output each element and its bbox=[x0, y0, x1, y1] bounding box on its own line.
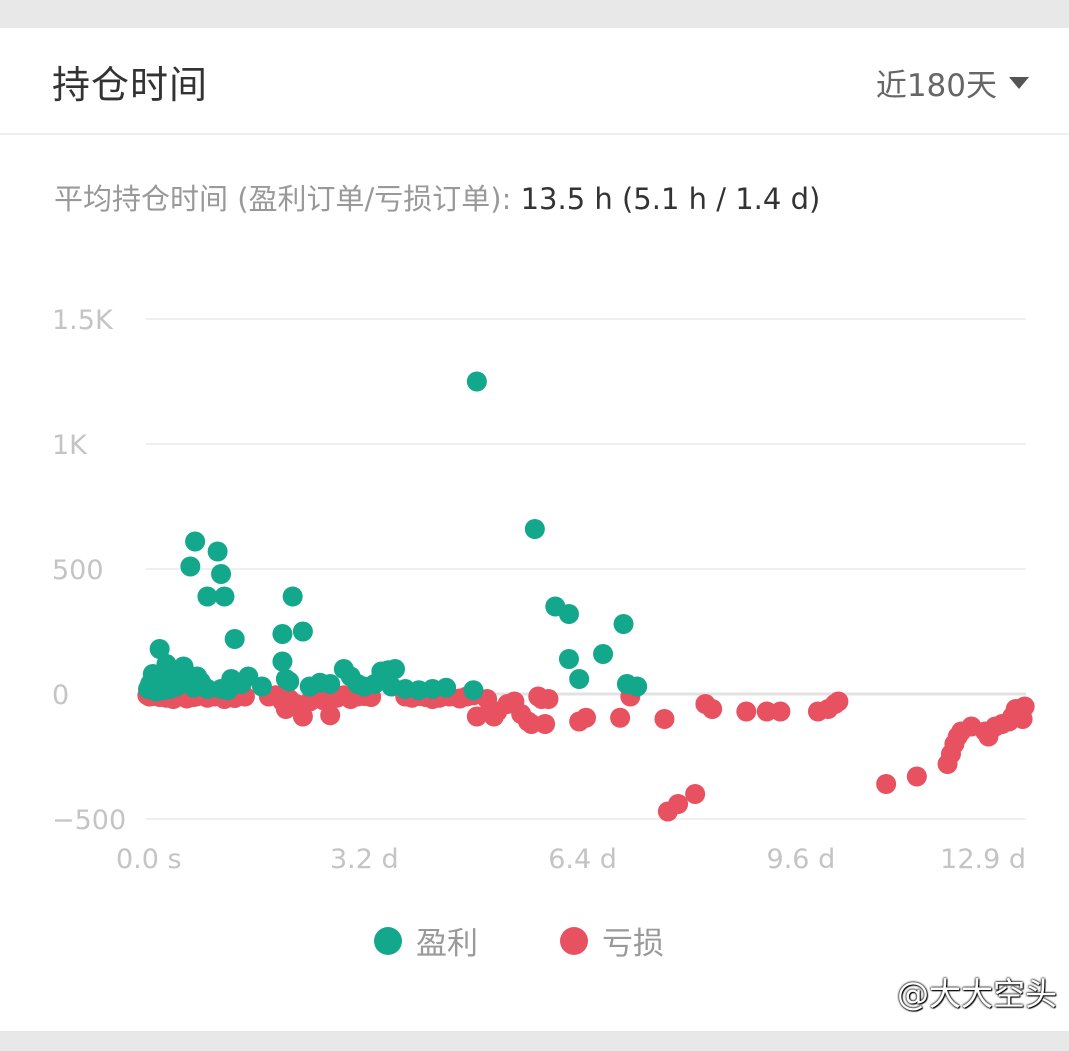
profit-point[interactable] bbox=[272, 651, 293, 672]
legend-label-profit: 盈利 bbox=[416, 926, 478, 962]
profit-point[interactable] bbox=[384, 659, 405, 679]
profit-point[interactable] bbox=[436, 677, 457, 698]
y-tick-label: 1.5K bbox=[52, 305, 114, 336]
range-dropdown[interactable]: 近180天 bbox=[876, 60, 1029, 105]
profit-point[interactable] bbox=[149, 639, 170, 659]
legend-item-loss[interactable]: 亏损 bbox=[560, 918, 664, 963]
profit-point[interactable] bbox=[279, 671, 300, 692]
page-title: 持仓时间 bbox=[52, 63, 209, 107]
x-tick-label: 9.6 d bbox=[767, 844, 836, 875]
profit-point[interactable] bbox=[569, 669, 590, 689]
loss-point[interactable] bbox=[685, 784, 706, 804]
loss-point[interactable] bbox=[668, 794, 689, 814]
loss-point[interactable] bbox=[538, 689, 559, 709]
profit-point[interactable] bbox=[251, 676, 272, 697]
loss-point[interactable] bbox=[320, 705, 341, 726]
loss-point[interactable] bbox=[576, 707, 596, 728]
legend-dot-loss bbox=[560, 926, 588, 955]
profit-point[interactable] bbox=[180, 556, 201, 577]
loss-point[interactable] bbox=[292, 706, 313, 727]
series-loss bbox=[137, 684, 1035, 822]
loss-point[interactable] bbox=[906, 766, 927, 787]
summary-value: 13.5 h (5.1 h / 1.4 d) bbox=[520, 182, 821, 216]
summary-label: 平均持仓时间 (盈利订单/亏损订单): bbox=[54, 182, 521, 216]
caret-down-icon bbox=[1009, 76, 1029, 89]
chart-legend: 盈利 亏损 bbox=[0, 918, 1069, 962]
legend-dot-profit bbox=[374, 926, 402, 955]
profit-point[interactable] bbox=[292, 621, 313, 642]
loss-point[interactable] bbox=[654, 709, 675, 729]
loss-point[interactable] bbox=[876, 774, 897, 794]
average-holding-summary: 平均持仓时间 (盈利订单/亏损订单): 13.5 h (5.1 h / 1.4 … bbox=[54, 176, 820, 218]
y-tick-label: 500 bbox=[52, 555, 104, 586]
profit-point[interactable] bbox=[613, 614, 634, 634]
x-tick-label: 12.9 d bbox=[940, 844, 1026, 875]
profit-point[interactable] bbox=[463, 680, 484, 701]
loss-point[interactable] bbox=[770, 701, 791, 722]
loss-point[interactable] bbox=[610, 707, 631, 728]
profit-point[interactable] bbox=[282, 586, 303, 607]
holding-time-scatter-chart: 1.5K 1K 500 0 −500 0.0 s 3.2 d 6.4 d 9.6 d 12.9 d bbox=[52, 305, 1035, 875]
profit-point[interactable] bbox=[320, 674, 341, 694]
profit-point[interactable] bbox=[593, 644, 614, 664]
loss-point[interactable] bbox=[535, 714, 556, 734]
y-tick-label: 1K bbox=[52, 430, 88, 461]
profit-point[interactable] bbox=[524, 519, 545, 539]
y-tick-label: −500 bbox=[52, 805, 126, 836]
profit-point[interactable] bbox=[224, 629, 245, 649]
watermark: @大大空头 bbox=[896, 975, 1057, 1013]
x-tick-label: 3.2 d bbox=[330, 844, 399, 875]
profit-point[interactable] bbox=[193, 676, 214, 697]
loss-point[interactable] bbox=[702, 699, 723, 719]
profit-point[interactable] bbox=[558, 604, 579, 624]
card-header: 持仓时间 近180天 bbox=[0, 28, 1069, 135]
series-profit bbox=[138, 371, 648, 702]
profit-point[interactable] bbox=[217, 680, 238, 701]
profit-point[interactable] bbox=[214, 586, 235, 607]
profit-point[interactable] bbox=[466, 371, 487, 392]
legend-item-profit[interactable]: 盈利 bbox=[374, 918, 478, 963]
range-label: 近180天 bbox=[875, 68, 997, 104]
profit-point[interactable] bbox=[185, 531, 206, 552]
y-tick-label: 0 bbox=[52, 680, 69, 711]
profit-point[interactable] bbox=[197, 586, 218, 607]
profit-point[interactable] bbox=[207, 541, 228, 562]
legend-label-loss: 亏损 bbox=[602, 926, 664, 962]
loss-point[interactable] bbox=[736, 701, 757, 722]
loss-point[interactable] bbox=[828, 691, 849, 712]
x-tick-label: 6.4 d bbox=[548, 844, 617, 875]
profit-point[interactable] bbox=[272, 624, 293, 644]
x-tick-label: 0.0 s bbox=[116, 844, 182, 875]
profit-point[interactable] bbox=[627, 676, 648, 697]
profit-point[interactable] bbox=[211, 564, 232, 584]
loss-point[interactable] bbox=[1014, 696, 1035, 717]
holding-time-card: 持仓时间 近180天 平均持仓时间 (盈利订单/亏损订单): 13.5 h (5… bbox=[0, 28, 1069, 1031]
profit-point[interactable] bbox=[558, 649, 579, 669]
